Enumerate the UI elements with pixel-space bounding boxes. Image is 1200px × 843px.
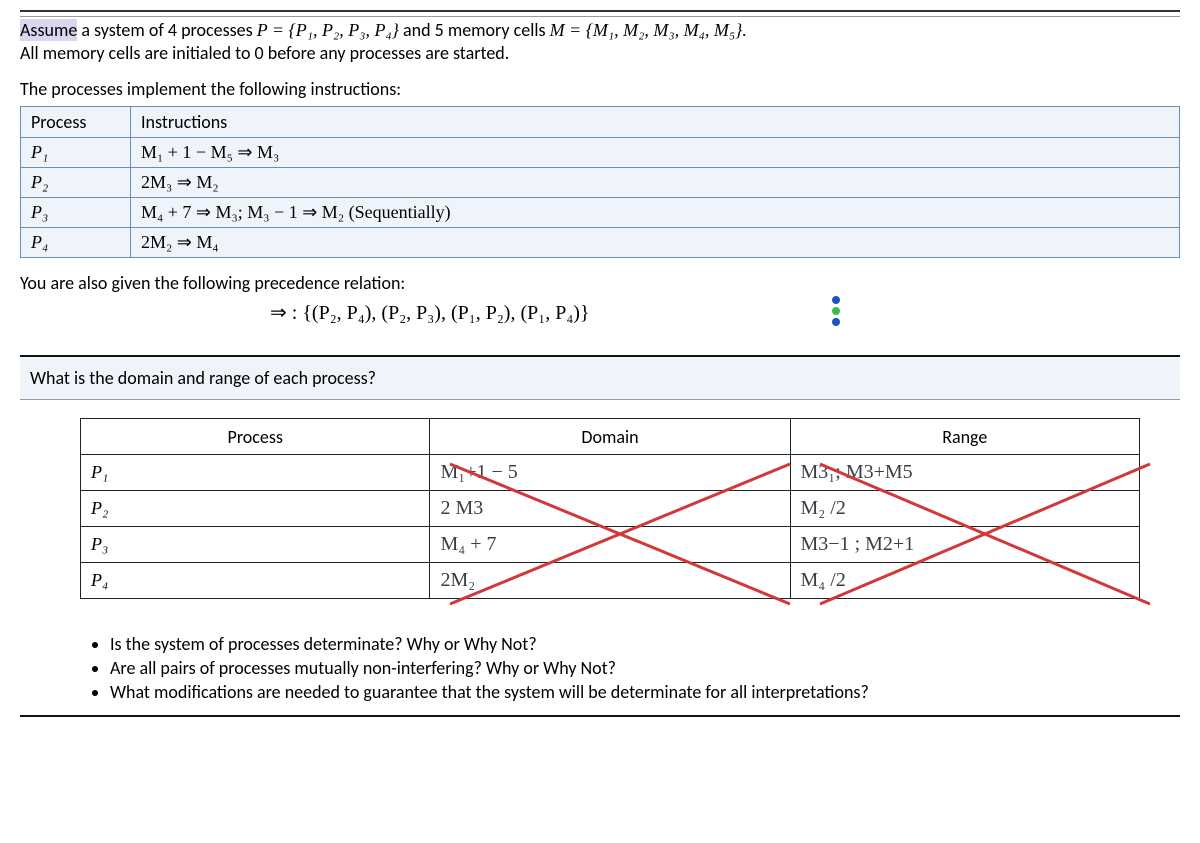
question-bullets: Is the system of processes determinate? …: [20, 619, 1180, 715]
ans-d4: 2M₂: [430, 563, 790, 599]
ans-r3: M3−1 ; M2+1: [790, 527, 1139, 563]
cell-p3: P₃: [21, 198, 131, 228]
hl-assume: Assume: [20, 19, 77, 41]
cell-i2: 2M₃ ⇒ M₂: [131, 168, 1180, 198]
bullet-2: Are all pairs of processes mutually non-…: [110, 657, 1140, 679]
document-page: Assume a system of 4 processes P = {P₁, …: [0, 0, 1200, 737]
intro-block: Assume a system of 4 processes P = {P₁, …: [20, 19, 1180, 64]
ans-p4: P₄: [81, 563, 430, 599]
ans-h1: Process: [81, 419, 430, 455]
intro-text-1: a system of 4 processes: [77, 19, 256, 41]
ans-p3: P₃: [81, 527, 430, 563]
cell-i4: 2M₂ ⇒ M₄: [131, 228, 1180, 258]
cell-p2: P₂: [21, 168, 131, 198]
answer-table: Process Domain Range P₁ M₁+1 − 5 M3₁; M3…: [80, 418, 1140, 599]
ans-h3: Range: [790, 419, 1139, 455]
instructions-table: Process Instructions P₁ M₁ + 1 − M₅ ⇒ M₃…: [20, 106, 1180, 258]
dot-blue-icon: [832, 296, 840, 304]
m-set: M = {M₁, M₂, M₃, M₄, M₅}.: [550, 20, 747, 40]
rule-top: [20, 10, 1180, 12]
dot-green-icon: [832, 307, 840, 315]
ans-h2: Domain: [430, 419, 790, 455]
cell-p4: P₄: [21, 228, 131, 258]
question-section: What is the domain and range of each pro…: [20, 355, 1180, 717]
ans-d1: M₁+1 − 5: [430, 455, 790, 491]
bullet-3: What modifications are needed to guarant…: [110, 681, 1140, 703]
ans-r2: M₂ /2: [790, 491, 1139, 527]
intro-text-2: and 5 memory cells: [399, 19, 550, 41]
th-instructions: Instructions: [131, 107, 1180, 138]
ans-p2: P₂: [81, 491, 430, 527]
ans-r4: M₄ /2: [790, 563, 1139, 599]
th-process: Process: [21, 107, 131, 138]
question-text: What is the domain and range of each pro…: [20, 357, 1180, 400]
intro-line-3: The processes implement the following in…: [20, 78, 1180, 100]
ans-d2: 2 M3: [430, 491, 790, 527]
p-set: P = {P₁, P₂, P₃, P₄}: [257, 20, 399, 40]
cell-i3: M₄ + 7 ⇒ M₃; M₃ − 1 ⇒ M₂ (Sequentially): [131, 198, 1180, 228]
ans-d3: M₄ + 7: [430, 527, 790, 563]
precedence-relation: ⇒ : {(P₂, P₄), (P₂, P₃), (P₁, P₂), (P₁, …: [20, 300, 1180, 325]
dot-blue2-icon: [832, 318, 840, 326]
prec-intro: You are also given the following precede…: [20, 272, 1180, 294]
cell-i1: M₁ + 1 − M₅ ⇒ M₃: [131, 138, 1180, 168]
prec-math: ⇒ : {(P₂, P₄), (P₂, P₃), (P₁, P₂), (P₁, …: [270, 302, 590, 324]
rule-top-2: [20, 16, 1180, 17]
cell-p1: P₁: [21, 138, 131, 168]
ans-r1: M3₁; M3+M5: [790, 455, 1139, 491]
bullet-1: Is the system of processes determinate? …: [110, 633, 1140, 655]
ans-p1: P₁: [81, 455, 430, 491]
answer-area: Process Domain Range P₁ M₁+1 − 5 M3₁; M3…: [20, 400, 1180, 619]
intro-line-2: All memory cells are initialed to 0 befo…: [20, 42, 509, 64]
color-dots-icon: [832, 296, 840, 326]
